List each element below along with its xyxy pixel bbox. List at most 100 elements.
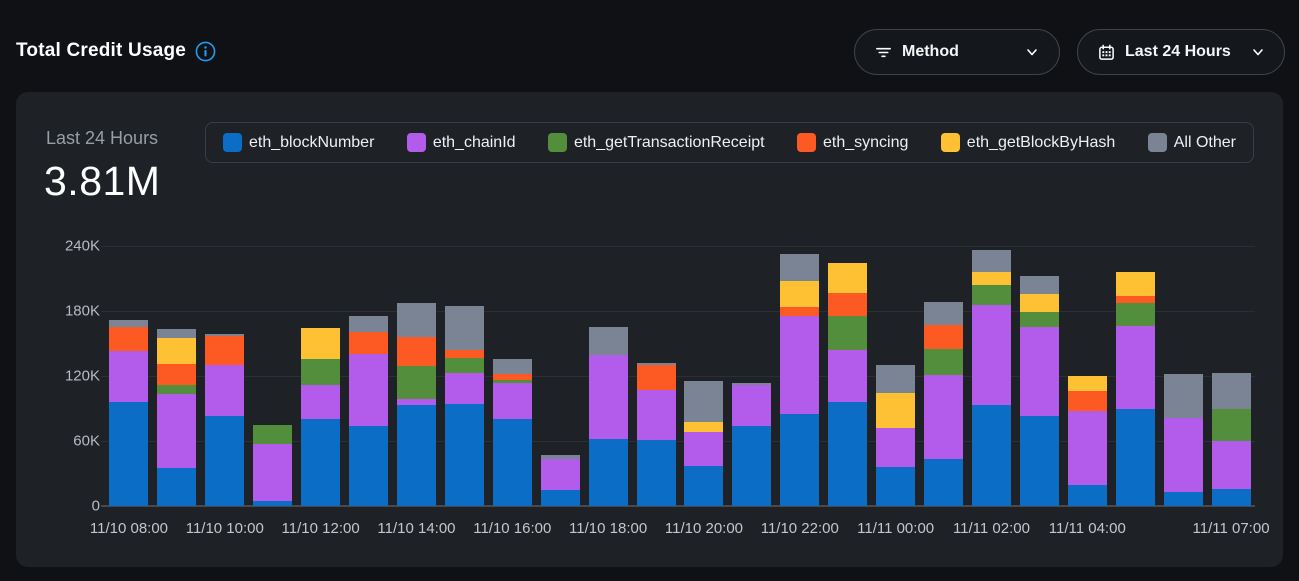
bar-segment-eth_chainId[interactable] [876,428,916,467]
bar-segment-eth_blockNumber[interactable] [684,465,724,506]
legend-item-eth_syncing[interactable]: eth_syncing [797,133,908,152]
bar-segment-eth_chainId[interactable] [1115,326,1155,409]
bar-segment-All Other[interactable] [1211,372,1251,409]
bar-segment-eth_chainId[interactable] [1019,327,1059,417]
bar-segment-eth_chainId[interactable] [1163,418,1203,492]
legend-item-eth_blockNumber[interactable]: eth_blockNumber [223,133,374,152]
bar-segment-All Other[interactable] [349,316,389,332]
bar-segment-eth_syncing[interactable] [828,292,868,317]
bar-segment-eth_blockNumber[interactable] [396,405,436,506]
bar-segment-eth_syncing[interactable] [157,364,197,385]
bar-segment-All Other[interactable] [157,329,197,339]
time-range-dropdown[interactable]: Last 24 Hours [1077,29,1285,75]
bar-segment-All Other[interactable] [205,333,245,336]
bar-segment-eth_blockNumber[interactable] [492,419,532,506]
bar-segment-eth_chainId[interactable] [828,350,868,402]
bar-segment-eth_getBlockByHash[interactable] [1019,293,1059,313]
bar-segment-All Other[interactable] [924,302,964,326]
bar-segment-All Other[interactable] [1019,276,1059,294]
bar-segment-All Other[interactable] [444,305,484,350]
bar-segment-eth_blockNumber[interactable] [540,489,580,506]
bar-segment-eth_getBlockByHash[interactable] [1115,272,1155,296]
bar-segment-eth_chainId[interactable] [253,444,293,501]
bar-segment-eth_chainId[interactable] [444,372,484,405]
bar-segment-eth_syncing[interactable] [349,331,389,355]
bar-segment-eth_chainId[interactable] [1067,410,1107,486]
bar-segment-eth_getTransactionReceipt[interactable] [828,316,868,350]
bar-segment-eth_blockNumber[interactable] [636,439,676,506]
bar-segment-eth_blockNumber[interactable] [1211,488,1251,506]
bar-segment-eth_getBlockByHash[interactable] [1067,376,1107,392]
bar-segment-All Other[interactable] [540,455,580,460]
legend-item-eth_getTransactionReceipt[interactable]: eth_getTransactionReceipt [547,133,765,152]
bar-segment-eth_blockNumber[interactable] [828,402,868,506]
bar-segment-eth_getBlockByHash[interactable] [684,421,724,433]
bar-segment-eth_blockNumber[interactable] [253,500,293,506]
method-filter-dropdown[interactable]: Method [854,29,1060,75]
bar-segment-eth_syncing[interactable] [492,373,532,381]
bar-segment-All Other[interactable] [109,319,149,328]
bar-segment-eth_getBlockByHash[interactable] [157,338,197,365]
bar-segment-eth_syncing[interactable] [396,337,436,367]
bar-segment-eth_blockNumber[interactable] [1163,491,1203,506]
bar-segment-eth_blockNumber[interactable] [971,405,1011,506]
bar-segment-eth_getTransactionReceipt[interactable] [492,380,532,383]
bar-segment-eth_chainId[interactable] [732,384,772,426]
bar-segment-eth_getBlockByHash[interactable] [301,328,341,359]
bar-segment-eth_syncing[interactable] [1115,295,1155,304]
bar-segment-eth_getTransactionReceipt[interactable] [396,366,436,399]
bar-segment-eth_chainId[interactable] [157,394,197,469]
bar-segment-eth_getTransactionReceipt[interactable] [253,424,293,445]
bar-segment-eth_getTransactionReceipt[interactable] [301,358,341,385]
bar-segment-eth_blockNumber[interactable] [444,404,484,506]
bar-segment-eth_getBlockByHash[interactable] [876,393,916,428]
bar-segment-eth_syncing[interactable] [1067,391,1107,411]
bar-segment-eth_blockNumber[interactable] [588,438,628,506]
bar-segment-eth_chainId[interactable] [205,365,245,417]
bar-segment-eth_chainId[interactable] [396,398,436,406]
bar-segment-eth_getTransactionReceipt[interactable] [444,357,484,373]
legend-item-eth_getBlockByHash[interactable]: eth_getBlockByHash [940,133,1115,152]
bar-segment-eth_blockNumber[interactable] [780,413,820,506]
bar-segment-All Other[interactable] [588,327,628,356]
bar-segment-All Other[interactable] [1163,373,1203,419]
bar-segment-eth_chainId[interactable] [971,304,1011,406]
bar-segment-eth_chainId[interactable] [780,316,820,414]
bar-segment-eth_blockNumber[interactable] [109,402,149,506]
bar-segment-eth_blockNumber[interactable] [1115,408,1155,506]
bar-segment-All Other[interactable] [396,303,436,337]
bar-segment-eth_syncing[interactable] [924,325,964,349]
bar-segment-All Other[interactable] [732,382,772,385]
bar-segment-eth_blockNumber[interactable] [924,459,964,506]
bar-segment-All Other[interactable] [780,253,820,281]
bar-segment-eth_blockNumber[interactable] [349,425,389,506]
bar-segment-eth_getTransactionReceipt[interactable] [157,384,197,395]
bar-segment-All Other[interactable] [636,363,676,366]
bar-segment-eth_chainId[interactable] [301,384,341,420]
info-icon[interactable] [195,41,216,62]
bar-segment-eth_getTransactionReceipt[interactable] [971,285,1011,305]
bar-segment-eth_blockNumber[interactable] [876,467,916,506]
bar-segment-eth_syncing[interactable] [636,365,676,391]
bar-segment-All Other[interactable] [492,358,532,374]
bar-segment-eth_chainId[interactable] [349,354,389,426]
bar-segment-eth_blockNumber[interactable] [205,416,245,506]
bar-segment-eth_getTransactionReceipt[interactable] [1019,312,1059,328]
bar-segment-eth_chainId[interactable] [924,374,964,460]
bar-segment-eth_getBlockByHash[interactable] [780,280,820,307]
bar-segment-eth_getTransactionReceipt[interactable] [1115,303,1155,327]
bar-segment-eth_getTransactionReceipt[interactable] [1211,408,1251,441]
bar-segment-eth_getTransactionReceipt[interactable] [924,348,964,375]
bar-segment-eth_chainId[interactable] [109,351,149,402]
bar-segment-eth_chainId[interactable] [636,390,676,440]
bar-segment-eth_getBlockByHash[interactable] [971,272,1011,285]
bar-segment-All Other[interactable] [876,365,916,394]
bar-segment-eth_blockNumber[interactable] [157,468,197,506]
bar-segment-eth_blockNumber[interactable] [1019,416,1059,506]
bar-segment-eth_syncing[interactable] [444,350,484,358]
bar-segment-eth_chainId[interactable] [540,459,580,490]
bar-segment-eth_blockNumber[interactable] [1067,485,1107,506]
bar-segment-All Other[interactable] [971,250,1011,272]
bar-segment-All Other[interactable] [684,381,724,422]
bar-segment-eth_syncing[interactable] [109,327,149,352]
